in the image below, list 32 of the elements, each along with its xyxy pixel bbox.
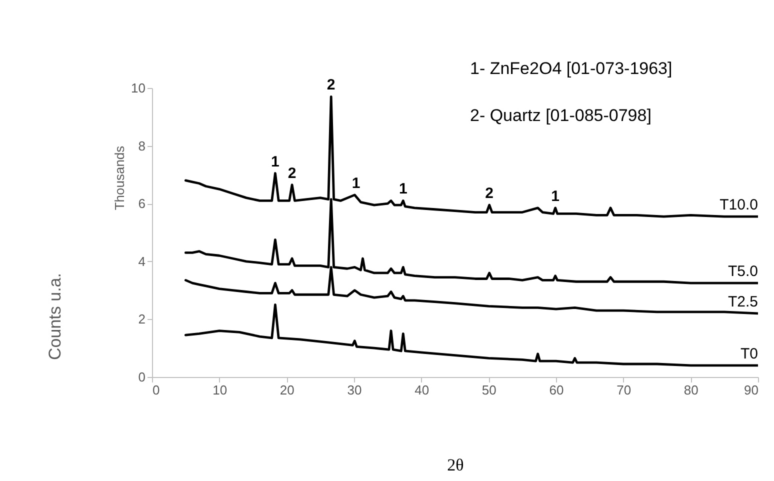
annotation: 1 — [271, 153, 280, 170]
text: 1- ZnFe2O4 [01-073-1963] — [470, 59, 672, 78]
annotation: 1 — [551, 188, 560, 205]
x-tick-label: 60 — [549, 382, 564, 398]
x-tick-label: 10 — [212, 382, 228, 398]
text: Thousands — [112, 145, 127, 210]
x-tick-label: 90 — [744, 382, 758, 398]
x-tick-label: 30 — [347, 382, 362, 398]
series-label: T10.0 — [720, 196, 758, 214]
x-tick-label: 70 — [616, 382, 632, 398]
annotation: 2 — [288, 164, 296, 182]
annotation: 1 — [352, 174, 360, 192]
x-tick-label: 80 — [684, 382, 698, 398]
series-label: T2.5 — [728, 293, 758, 310]
annotation: 2- Quartz [01-085-0798] — [470, 106, 652, 125]
y-tick-label: 4 — [138, 254, 146, 269]
y-axis-title: Counts u.a. — [46, 273, 64, 360]
y-tick-label: 10 — [131, 80, 146, 96]
y-tick-label: 8 — [138, 138, 146, 154]
annotation: 2 — [485, 185, 494, 202]
x-axis-title: 2θ — [447, 456, 464, 474]
x-tick-label: 40 — [414, 382, 430, 398]
annotation: 1 — [398, 180, 408, 198]
y-tick-label: 2 — [138, 312, 146, 327]
series-label: T5.0 — [728, 263, 758, 280]
annotation: 2 — [326, 76, 336, 94]
series-label: T0 — [740, 345, 758, 362]
y-tick-label: 6 — [138, 196, 146, 212]
x-tick-label: 0 — [152, 382, 160, 398]
y-tick-label: 0 — [138, 370, 146, 384]
x-tick-label: 20 — [280, 382, 294, 398]
x-tick-label: 50 — [482, 382, 496, 398]
